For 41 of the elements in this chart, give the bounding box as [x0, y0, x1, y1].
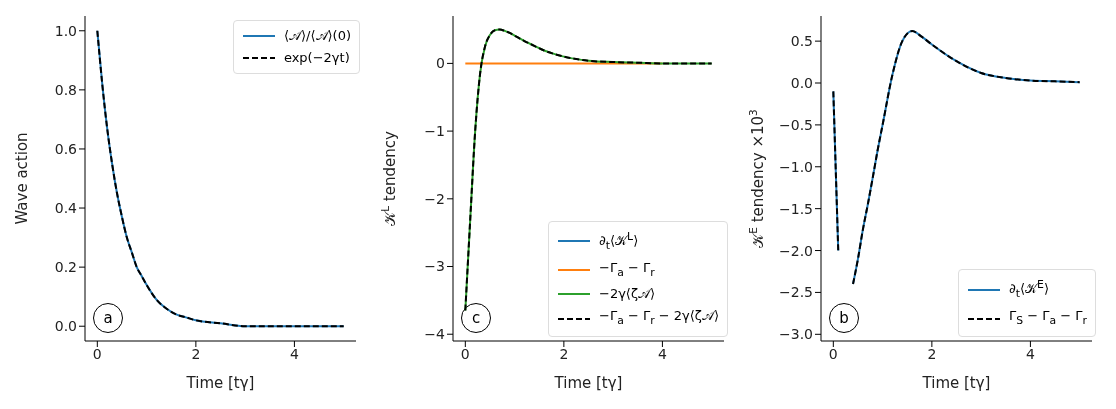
line-series	[464, 28, 713, 312]
y-tick-label: −1.0	[779, 158, 813, 175]
y-tick-label: −3.0	[779, 326, 813, 343]
y-tick-label: 1.0	[54, 22, 77, 39]
y-axis-title: Wave action	[13, 132, 31, 225]
x-axis-title: Time [tγ]	[185, 374, 255, 392]
y-tick-label: −4	[424, 326, 446, 343]
legend-label: Γ$_{S}$ − Γ$_{a}$ − Γ$_{r}$	[1008, 307, 1087, 329]
legend-label: −Γ$_{a}$ − Γ$_{r}$ − 2γ⟨ζ𝒜⟩	[599, 307, 719, 329]
y-tick-label: −3	[424, 258, 445, 275]
x-tick-label: 4	[289, 345, 299, 362]
x-axis-title: Time [tγ]	[921, 374, 991, 392]
y-tick-label: −2.5	[779, 284, 813, 301]
x-tick-label: 4	[657, 345, 667, 362]
y-tick-label: 0.5	[790, 33, 813, 50]
x-tick-label: 2	[559, 345, 569, 362]
y-tick-label: −1.5	[779, 200, 813, 217]
x-tick-label: 0	[460, 345, 470, 362]
y-tick-label: 0.0	[790, 74, 813, 91]
y-tick-label: −0.5	[779, 116, 813, 133]
legend-label: −Γ$_{a}$ − Γ$_{r}$	[599, 258, 655, 281]
x-tick-label: 2	[927, 345, 937, 362]
x-tick-label: 0	[828, 345, 838, 362]
y-tick-label: 0.0	[54, 318, 77, 335]
x-tick-label: 0	[92, 345, 102, 362]
legend-label: −2γ⟨ζ𝒜⟩	[599, 285, 656, 304]
y-tick-label: 0.2	[54, 259, 77, 276]
legend-label: ∂$_{t}$⟨𝒦$^{E}$⟩	[1008, 277, 1049, 303]
legend-label: exp(−2γt)	[283, 49, 350, 67]
legend-label: ⟨𝒜⟩/⟨𝒜⟩(0)	[283, 27, 351, 45]
y-tick-label: −2	[424, 190, 445, 207]
y-tick-label: 0	[436, 55, 445, 72]
y-tick-label: 0.4	[54, 200, 78, 217]
legend-label: ∂$_{t}$⟨𝒦$^{L}$⟩	[599, 228, 639, 254]
y-tick-label: 0.8	[54, 81, 77, 98]
y-tick-label: 0.6	[54, 140, 78, 157]
y-tick-label: −1	[424, 123, 445, 140]
x-tick-label: 2	[191, 345, 201, 362]
y-tick-label: −2.0	[779, 242, 813, 259]
x-tick-label: 4	[1025, 345, 1035, 362]
x-axis-title: Time [tγ]	[553, 374, 623, 392]
